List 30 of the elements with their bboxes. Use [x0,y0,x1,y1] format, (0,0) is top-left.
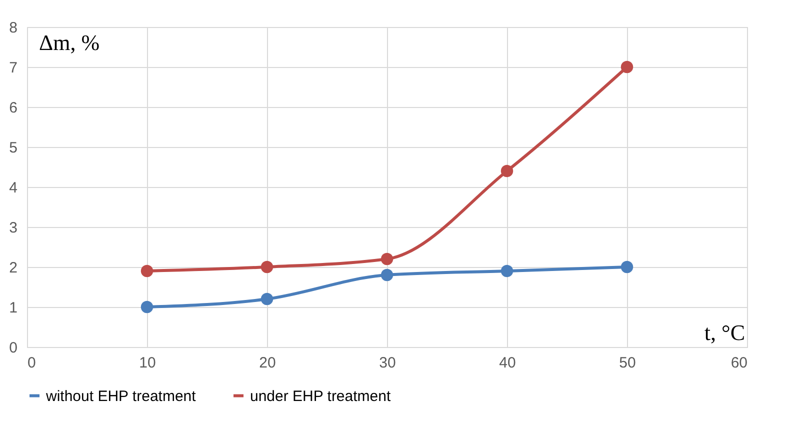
point [140,264,154,278]
x-tick-label: 10 [139,354,156,372]
legend-label: without EHP treatment [45,388,197,405]
y-tick-label: 6 [9,100,18,116]
y-tick-label: 1 [9,300,18,316]
y-tick-label: 8 [9,20,18,36]
y-tick-label: 4 [9,180,18,196]
y-tick-label: 0 [9,340,18,356]
point [620,60,634,74]
y-tick-label: 2 [9,260,18,276]
point [500,264,514,278]
point [380,252,394,266]
point [380,268,394,282]
y-tick-label: 5 [9,140,18,156]
x-axis-title: t, °C [704,320,745,345]
legend-label: under EHP treatment [250,388,392,405]
x-tick-label: 50 [619,354,636,372]
y-tick-label: 7 [9,60,18,76]
x-tick-label: 30 [379,354,396,372]
x-tick-label: 20 [259,354,276,372]
point [260,260,274,274]
point [500,164,514,178]
x-tick-label: 40 [499,354,516,372]
point [260,292,274,306]
point [140,300,154,314]
y-axis-title: Δm, % [39,30,100,55]
point [620,260,634,274]
y-tick-label: 3 [9,220,18,236]
x-tick-label: 0 [28,354,36,372]
x-tick-label: 60 [730,354,748,372]
